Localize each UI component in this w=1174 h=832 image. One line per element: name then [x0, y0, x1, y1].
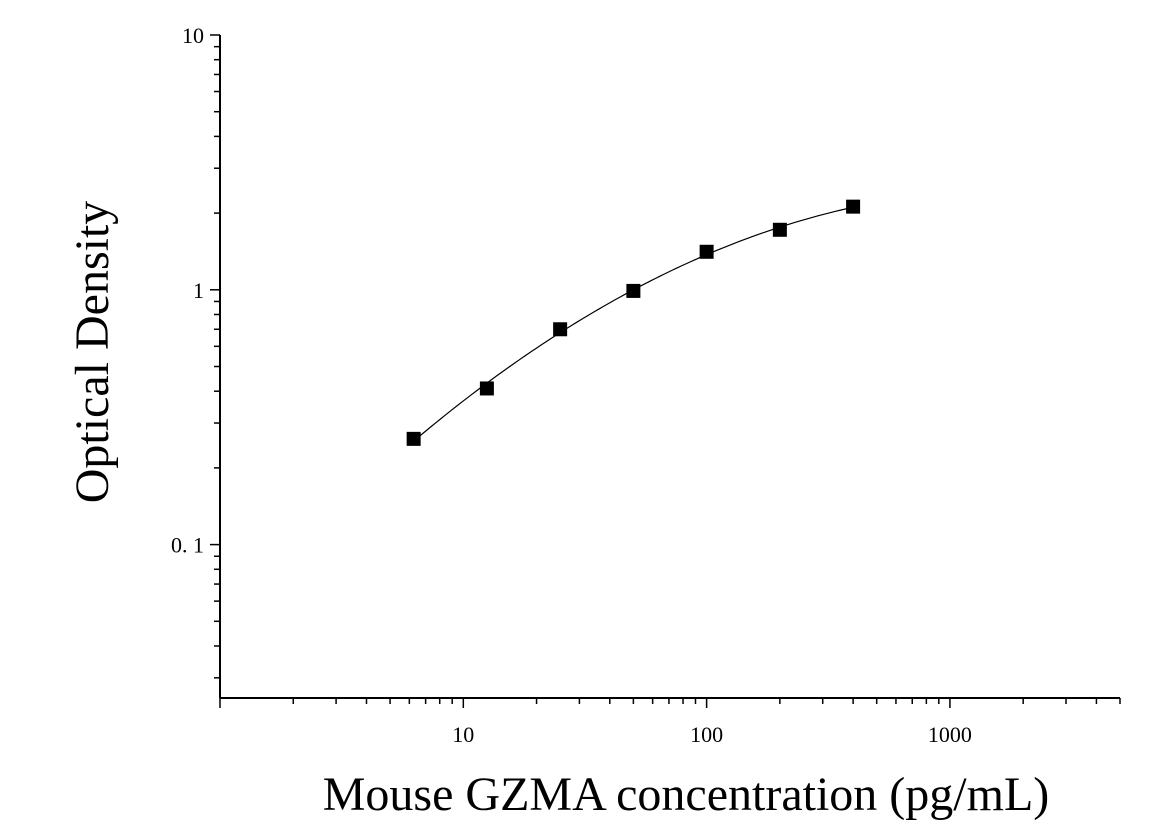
data-point: [406, 431, 421, 446]
x-tick-label: 1000: [928, 722, 972, 747]
fit-curve: [413, 206, 854, 442]
x-tick-label: 100: [690, 722, 723, 747]
y-tick-label: 1: [193, 278, 204, 303]
x-tick-label: 10: [452, 722, 474, 747]
data-point: [846, 199, 861, 214]
data-point: [553, 322, 568, 337]
y-tick-label: 10: [182, 23, 204, 48]
data-point: [699, 244, 714, 259]
axes: [219, 35, 1120, 699]
x-axis-title: Mouse GZMA concentration (pg/mL): [323, 768, 1050, 821]
y-axis-title: Optical Density: [66, 201, 119, 504]
data-points: [406, 199, 861, 446]
ticks: [210, 34, 1121, 708]
tick-labels: 10 100 1000 0. 1 1 10: [171, 23, 972, 747]
data-point: [626, 283, 641, 298]
data-point: [479, 381, 494, 396]
y-tick-label: 0. 1: [171, 533, 204, 558]
data-point: [772, 222, 787, 237]
